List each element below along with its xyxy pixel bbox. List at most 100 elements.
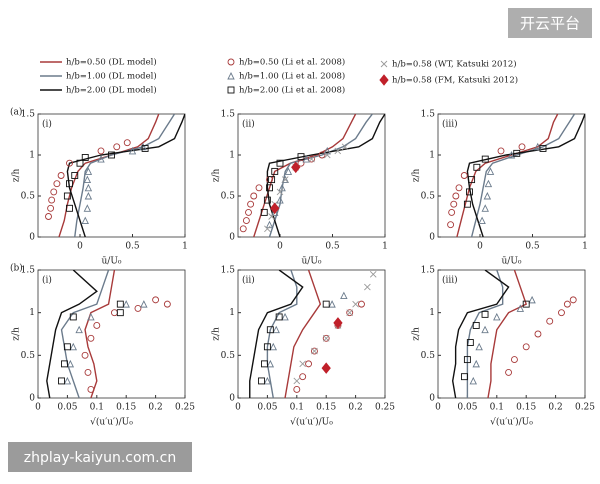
marker-circle [57,172,65,179]
marker-circle [242,217,250,225]
marker-triangle [84,191,93,200]
profile-line [284,270,322,398]
legend-label: h/b=2.00 (Li et al. 2008) [239,85,345,96]
legend-label: h/b=2.00 (DL model) [66,85,157,96]
y-tick-label: 0 [29,233,35,243]
marker-square [61,360,68,368]
panel-label: (i) [42,275,52,286]
marker-square [481,155,489,163]
marker-triangle [75,325,83,334]
plot-frame [437,113,586,238]
marker-diamond [333,317,343,329]
x-tick-label: 0.2 [348,403,362,413]
marker-circle [558,309,565,317]
marker-square [58,377,65,385]
y-tick-label: 0 [429,394,435,404]
marker-circle [346,309,354,317]
marker-cross [308,155,315,163]
plot-frame [237,113,386,238]
plot-area [451,270,577,398]
legend-label: h/b=0.58 (WT, Katsuki 2012) [392,59,517,70]
watermark-box [8,442,192,472]
marker-cross [364,283,371,291]
profile-line [266,270,298,398]
marker-circle [97,147,105,155]
marker-circle [81,351,89,359]
marker-circle [48,196,56,204]
profile-line [451,270,510,398]
marker-triangle [481,325,489,334]
x-tick-label: 0.25 [375,403,395,413]
x-tick-label: 0 [235,403,241,413]
x-tick-label: 0.25 [175,403,195,413]
marker-circle [358,300,365,308]
marker-circle [563,300,571,308]
x-axis-label: √(u′u′)/U₀ [490,417,533,428]
marker-circle [247,200,255,208]
y-axis-label: z/h [412,327,422,341]
marker-triangle [484,179,493,188]
y-axis-label: z/h [12,327,22,341]
panel-label: (iii) [442,119,458,130]
marker-triangle [265,220,274,229]
marker-triangle [263,376,272,385]
marker-triangle [63,376,72,385]
marker-square [472,322,480,329]
marker-square [76,159,84,167]
y-tick-label: 1 [29,308,35,318]
panel: (i) ū/U₀ z/h 0 0.5 1 0 0.5 1 1.5 [12,110,188,267]
marker-square [116,300,124,308]
x-axis-label: √(u′u′)/U₀ [290,417,333,428]
marker-triangle [69,342,78,351]
y-axis-label: z/h [412,169,422,183]
marker-circle [47,204,55,212]
marker-cross [293,377,301,385]
marker-circle [448,208,456,216]
marker-triangle [84,183,93,192]
marker-square [473,163,481,171]
marker-square [266,326,274,334]
x-tick-label: 0.2 [548,403,562,413]
marker-triangle [87,312,95,321]
x-axis-label: √(u′u′)/U₀ [90,417,133,428]
y-tick-label: 1 [29,151,35,161]
marker-circle [505,368,513,376]
marker-circle [452,192,460,200]
marker-triangle [493,312,501,321]
marker-triangle [83,204,92,212]
marker-square [539,144,547,152]
y-tick-label: 1 [429,151,435,161]
marker-square [227,86,235,94]
marker-triangle [528,295,536,304]
x-tick-label: 0.15 [516,403,536,413]
marker-circle [310,347,318,355]
marker-circle [305,360,313,368]
plot-area [46,270,171,398]
marker-circle [152,296,160,304]
marker-triangle [66,359,75,368]
marker-triangle [281,312,289,321]
marker-square [466,188,473,196]
marker-triangle [472,359,480,368]
legend: h/b=0.50 (DL model) h/b=1.00 (DL model) h/… [40,57,518,96]
marker-square [258,377,265,385]
marker-cross [334,147,342,155]
marker-triangle [534,142,542,151]
marker-circle [239,225,247,233]
marker-cross [323,151,331,159]
marker-circle [45,213,52,220]
marker-diamond [379,74,389,86]
profile-line [66,114,185,237]
marker-triangle [139,142,147,151]
marker-circle [163,300,171,308]
y-tick-label: 1.5 [221,266,236,276]
marker-circle [123,139,131,147]
profile-line [84,270,116,398]
legend-label: h/b=0.50 (DL model) [66,57,157,68]
marker-cross [299,360,306,368]
y-tick-label: 0.5 [221,351,236,361]
plot-frame [37,113,186,238]
marker-triangle [269,342,278,351]
x-tick-label: 0 [277,242,283,252]
